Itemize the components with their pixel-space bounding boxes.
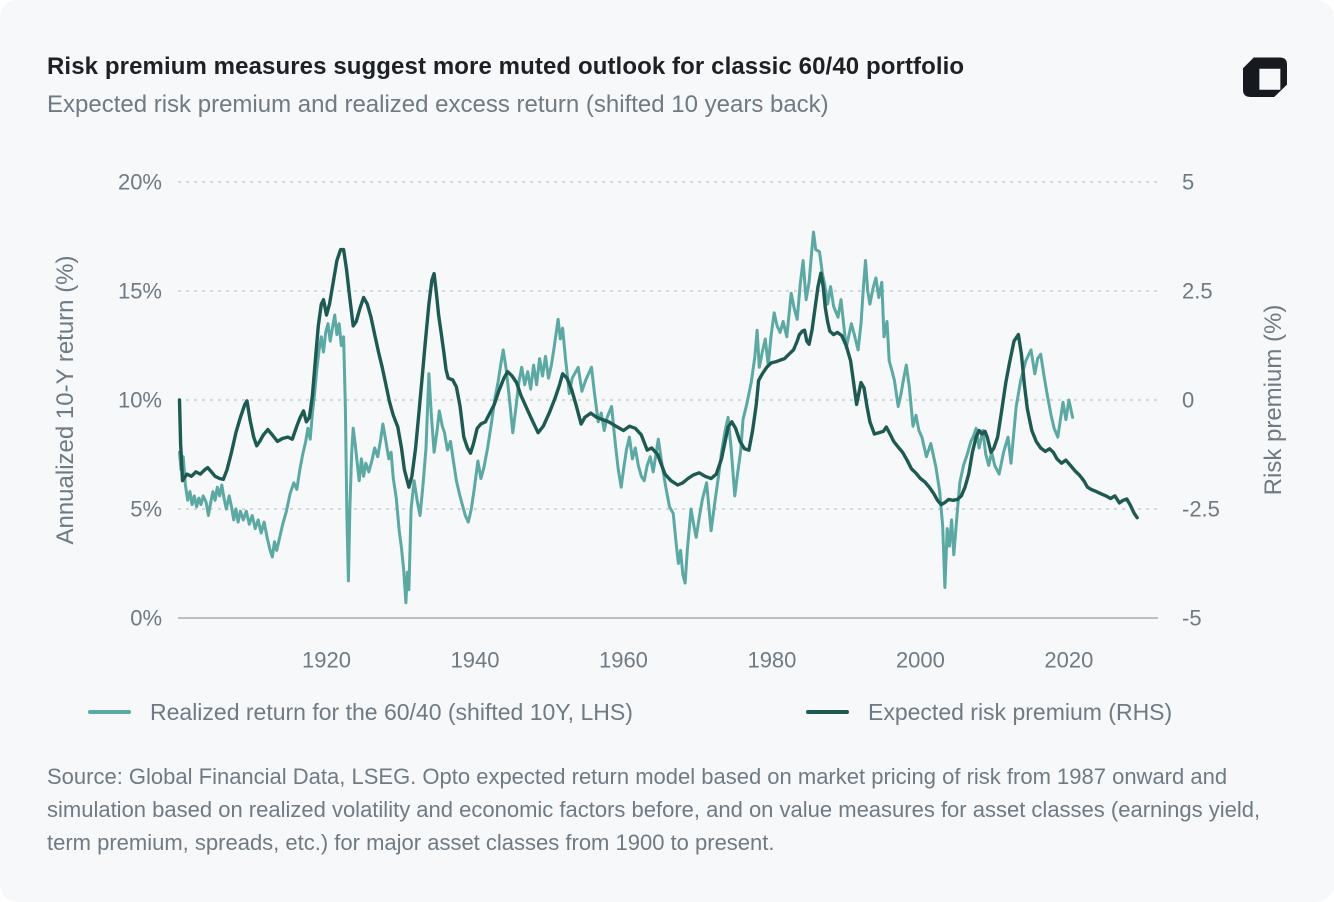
legend-item-realized: Realized return for the 60/40 (shifted 1… — [88, 699, 633, 725]
y-axis-right-tick-label: -5 — [1182, 606, 1202, 631]
legend-label-realized: Realized return for the 60/40 (shifted 1… — [150, 698, 633, 725]
legend-label-expected: Expected risk premium (RHS) — [868, 698, 1173, 725]
y-axis-right-tick-label: 5 — [1182, 170, 1194, 195]
y-axis-left-tick-label: 15% — [118, 279, 162, 304]
y-axis-left-tick-label: 10% — [118, 388, 162, 413]
page-title: Risk premium measures suggest more muted… — [47, 53, 965, 80]
y-axis-left-tick-label: 0% — [130, 606, 162, 631]
y-axis-left-title: Annualized 10-Y return (%) — [52, 255, 79, 545]
x-axis-tick-label: 1960 — [599, 648, 648, 673]
opto-logo-icon — [1243, 57, 1287, 97]
y-axis-left-tick-label: 5% — [130, 497, 162, 522]
x-axis-tick-label: 2020 — [1044, 648, 1093, 673]
y-axis-left-tick-label: 20% — [118, 170, 162, 195]
page-subtitle: Expected risk premium and realized exces… — [47, 91, 829, 118]
source-note: Source: Global Financial Data, LSEG. Opt… — [47, 764, 1261, 855]
expected-risk-premium-line — [177, 247, 1139, 520]
x-axis-tick-label: 1980 — [747, 648, 796, 673]
x-axis-tick-label: 1940 — [450, 648, 499, 673]
x-axis-tick-label: 1920 — [302, 648, 351, 673]
realized-return-line — [178, 230, 1075, 605]
x-axis-tick-label: 2000 — [896, 648, 945, 673]
y-axis-right-tick-label: 2.5 — [1182, 279, 1213, 304]
legend-item-expected: Expected risk premium (RHS) — [806, 699, 1172, 725]
realized-line-swatch — [88, 709, 131, 715]
expected-line-swatch — [806, 709, 849, 715]
y-axis-right-tick-label: 0 — [1182, 388, 1194, 413]
y-axis-right-tick-label: -2.5 — [1182, 497, 1220, 522]
y-axis-right-title: Risk premium (%) — [1260, 304, 1287, 496]
